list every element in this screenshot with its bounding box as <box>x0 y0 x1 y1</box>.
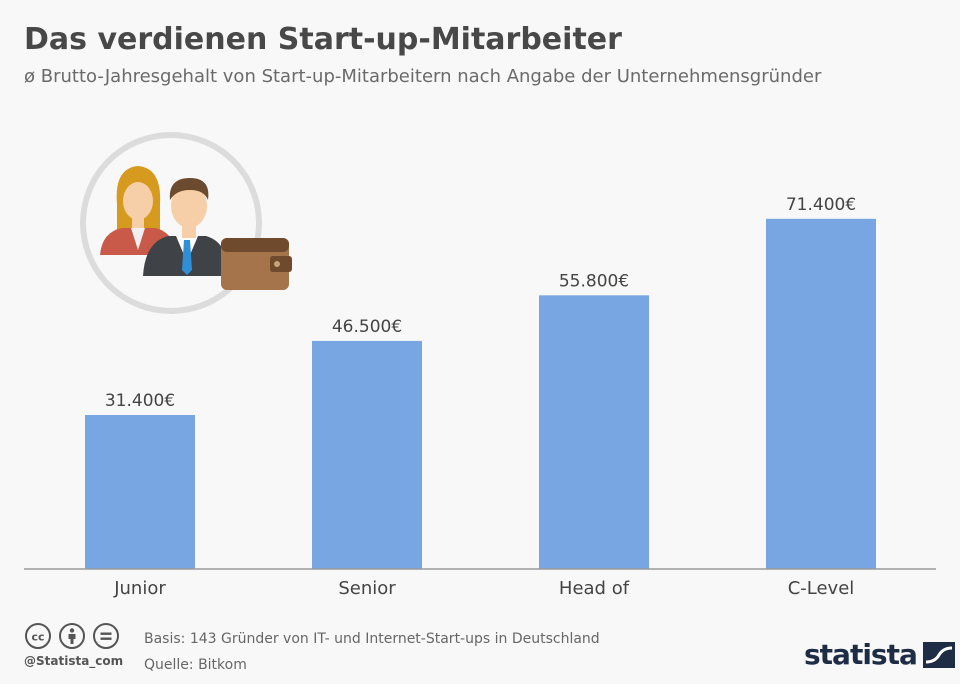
license-icons: cc <box>24 622 120 650</box>
employees-wallet-icon <box>80 132 292 314</box>
value-label: 31.400€ <box>105 391 175 411</box>
category-label: Junior <box>113 578 166 599</box>
statista-logo-icon <box>922 641 955 668</box>
statista-handle: @Statista_com <box>24 654 124 668</box>
bar-c-level <box>766 218 876 569</box>
category-label: Senior <box>338 578 396 599</box>
source-text: Quelle: Bitkom <box>144 657 247 673</box>
statista-logo: statista <box>804 638 955 671</box>
bar-head-of <box>539 295 649 569</box>
chart-title: Das verdienen Start-up-Mitarbeiter <box>24 22 622 57</box>
nd-icon <box>93 623 119 649</box>
by-icon <box>59 623 85 649</box>
value-label: 71.400€ <box>786 195 856 215</box>
category-label: C-Level <box>788 578 855 599</box>
bar-senior <box>312 340 422 569</box>
brand-name: statista <box>804 638 918 671</box>
basis-text: Basis: 143 Gründer von IT- und Internet-… <box>144 631 600 647</box>
chart-subtitle: ø Brutto-Jahresgehalt von Start-up-Mitar… <box>24 66 822 87</box>
source-block: Basis: 143 Gründer von IT- und Internet-… <box>144 626 600 678</box>
svg-text:cc: cc <box>31 631 44 644</box>
category-label: Head of <box>559 578 630 599</box>
value-label: 55.800€ <box>559 271 629 291</box>
bar-junior <box>85 415 195 569</box>
value-label: 46.500€ <box>332 317 402 337</box>
cc-icon: cc <box>25 623 51 649</box>
bar-chart: 31.400€ Junior 46.500€ Senior 55.800€ Head of… <box>24 132 936 599</box>
